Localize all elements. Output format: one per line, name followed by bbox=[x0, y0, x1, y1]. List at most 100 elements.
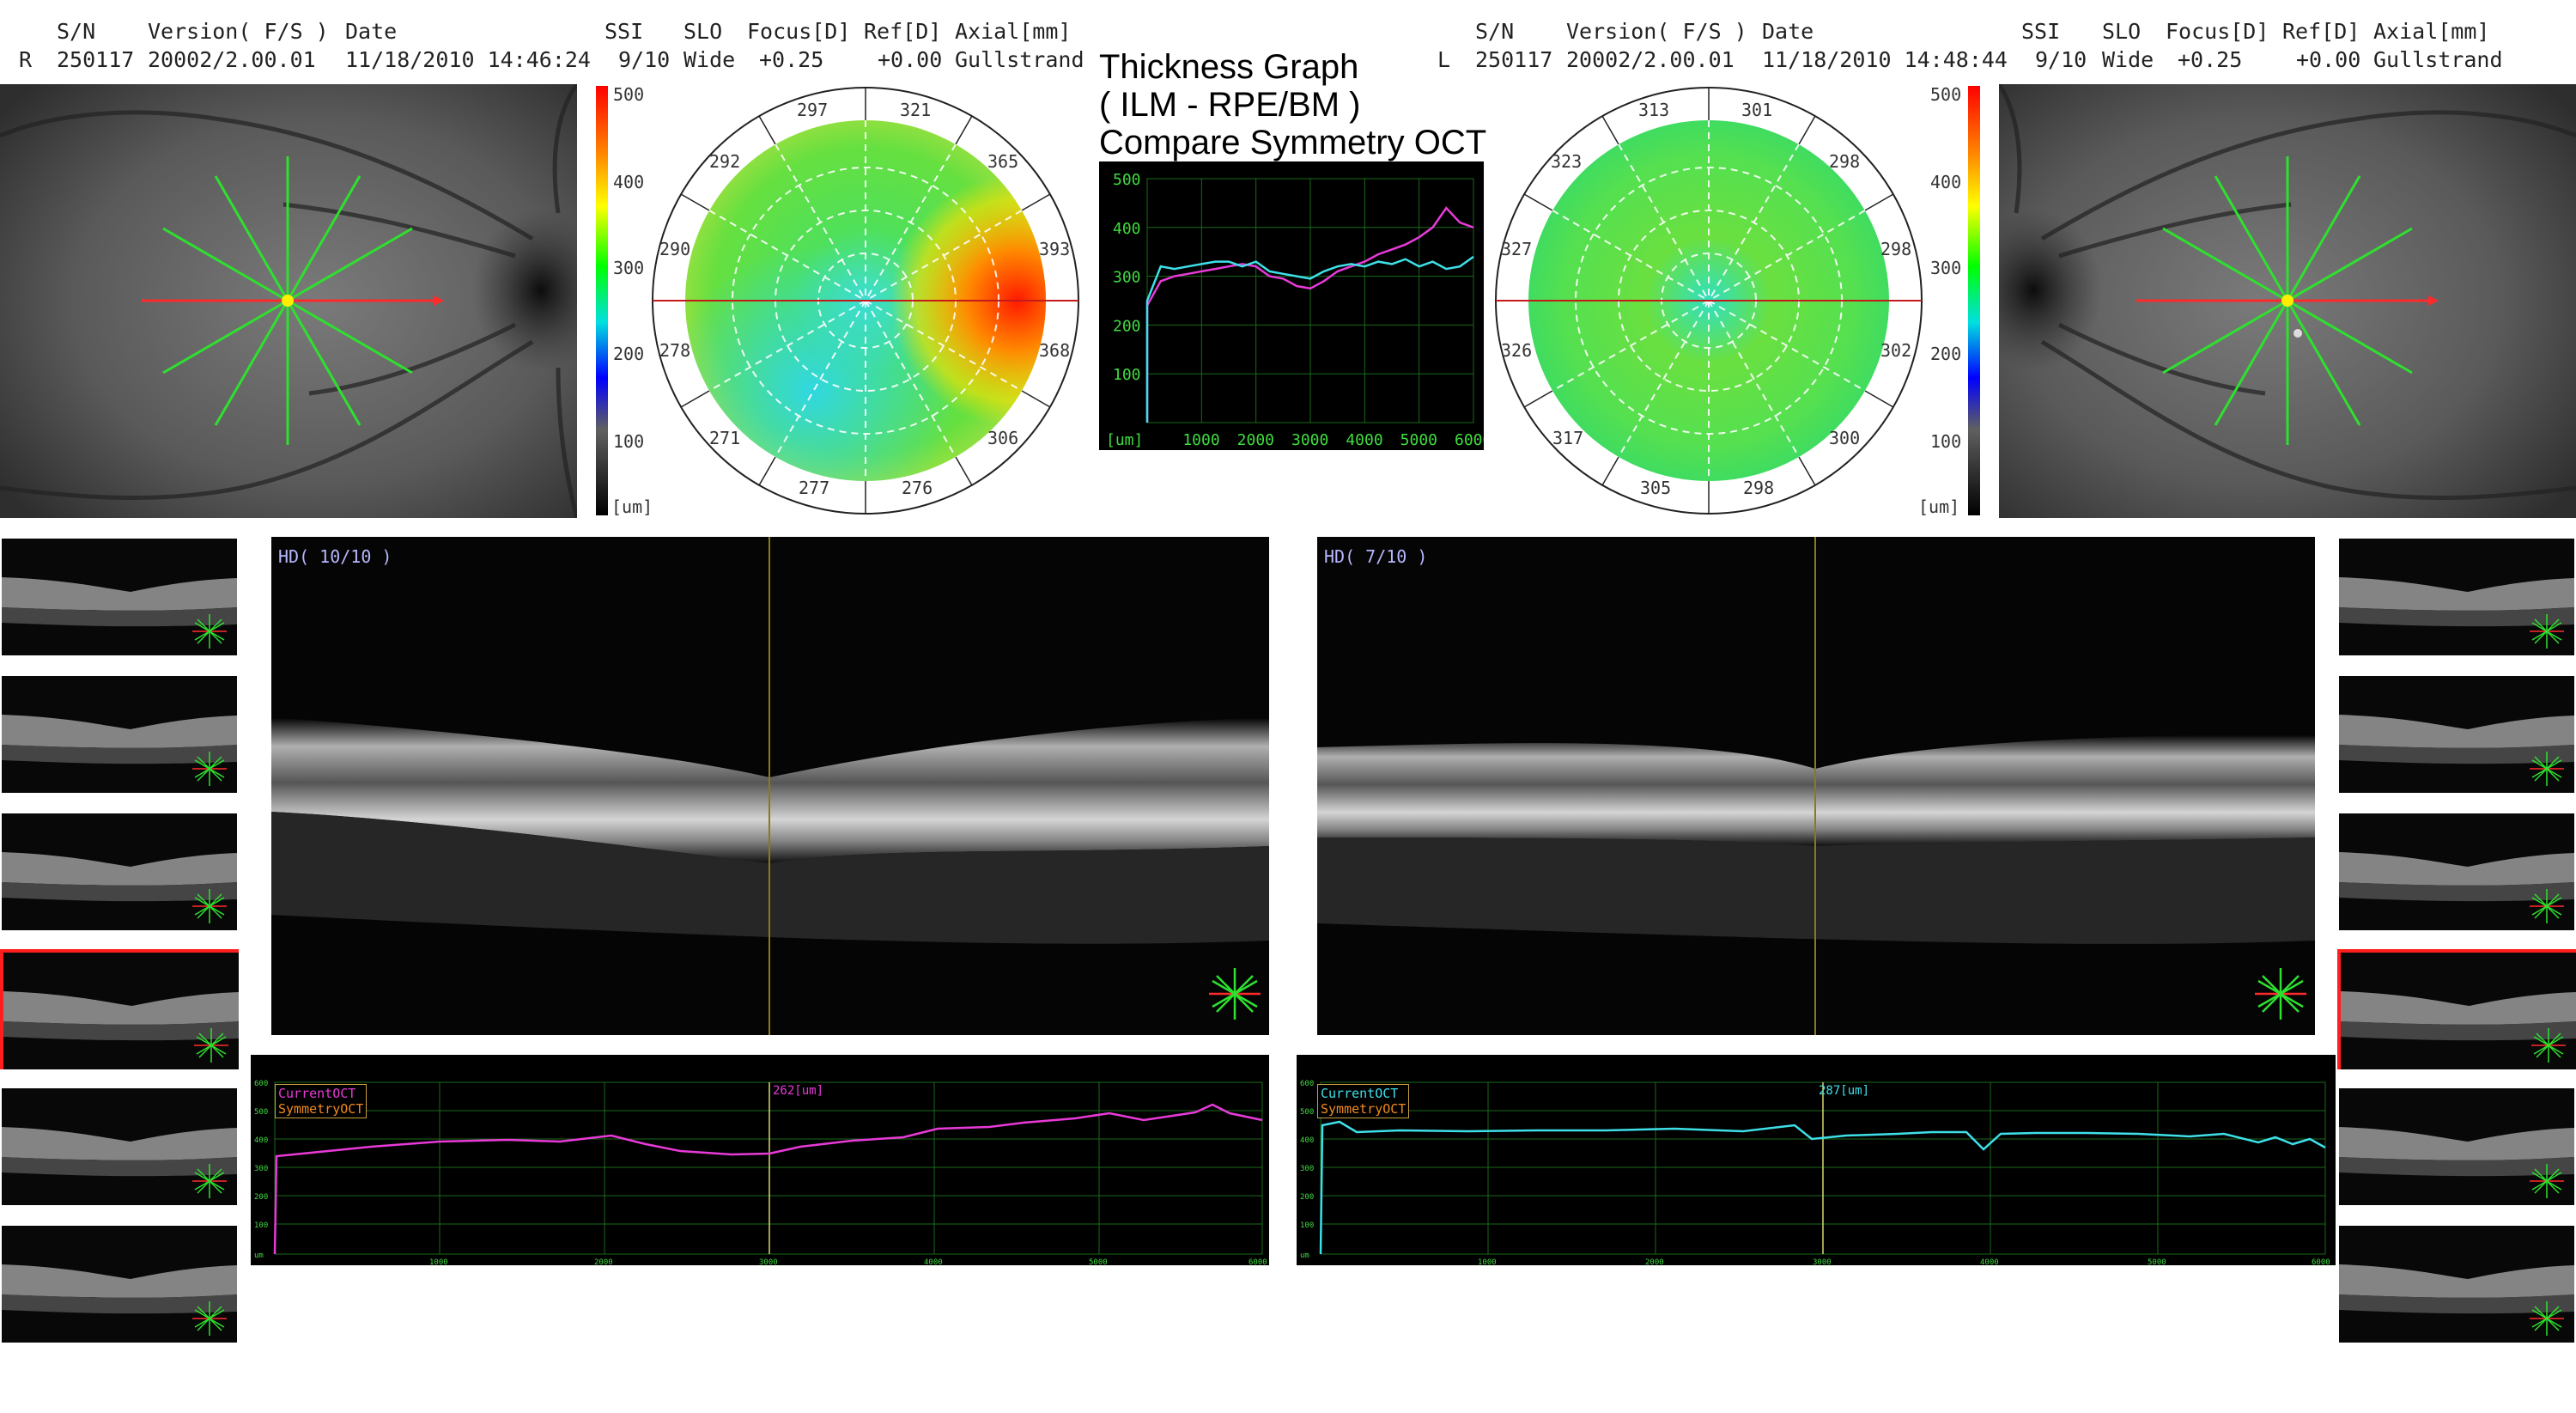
right-graph-unit: um bbox=[254, 1252, 264, 1260]
left-graph-ytick-500: 500 bbox=[1300, 1108, 1314, 1117]
right-colorbar-unit: [um] bbox=[611, 496, 653, 517]
left-legend-symmetry: SymmetryOCT bbox=[1321, 1101, 1406, 1117]
l-ref-label: Ref[D] bbox=[2282, 19, 2360, 44]
l-date-value: 11/18/2010 14:48:44 bbox=[1762, 47, 2008, 72]
left-polar-value-11: 327 bbox=[1501, 239, 1533, 259]
right-eye-scan-thumbnail[interactable] bbox=[0, 1224, 239, 1344]
left-legend-current: CurrentOCT bbox=[1321, 1086, 1399, 1101]
right-fundus-image[interactable] bbox=[0, 84, 577, 518]
right-graph-xtick-6000: 6000 bbox=[1249, 1258, 1267, 1265]
l-axial-label: Axial[mm] bbox=[2373, 19, 2490, 44]
center-series-line-1 bbox=[1145, 255, 1474, 423]
right-colorbar-tick-300: 300 bbox=[613, 258, 645, 278]
right-eye-scan-thumbnail[interactable] bbox=[0, 674, 239, 795]
r-date-label: Date bbox=[345, 19, 398, 44]
r-version-value: 20002/2.00.01 bbox=[148, 47, 316, 72]
left-polar-value-10: 326 bbox=[1501, 340, 1533, 361]
left-colorbar-tick-400: 400 bbox=[1930, 172, 1962, 192]
right-graph-ytick-400: 400 bbox=[254, 1136, 268, 1145]
left-colorbar-tick-200: 200 bbox=[1930, 344, 1962, 364]
r-version-label: Version( F/S ) bbox=[148, 19, 329, 44]
r-date-value: 11/18/2010 14:46:24 bbox=[345, 47, 591, 72]
center-ytick: 300 bbox=[1113, 269, 1141, 287]
right-eye-scan-thumbnail[interactable] bbox=[0, 812, 239, 932]
right-colorbar-tick-500: 500 bbox=[613, 84, 645, 105]
r-axial-value: Gullstrand bbox=[955, 47, 1084, 72]
left-bscan-image[interactable] bbox=[1317, 537, 2315, 1035]
right-thickness-graph[interactable]: 600 500 400 300 200 100 um 1000 2000 300… bbox=[251, 1055, 1269, 1265]
right-colorbar-tick-100: 100 bbox=[613, 431, 645, 452]
left-eye-scan-thumbnail[interactable] bbox=[2337, 812, 2576, 932]
left-graph-xtick-6000: 6000 bbox=[2312, 1258, 2330, 1265]
right-polar-value-1: 297 bbox=[797, 100, 829, 120]
right-thickness-polar-map[interactable] bbox=[651, 86, 1080, 515]
right-graph-xtick-4000: 4000 bbox=[924, 1258, 943, 1265]
right-graph-ytick-100: 100 bbox=[254, 1221, 268, 1230]
left-graph-ytick-400: 400 bbox=[1300, 1136, 1314, 1145]
l-sn-value: 250117 bbox=[1475, 47, 1553, 72]
center-ytick: 400 bbox=[1113, 220, 1141, 238]
right-eye-scan-thumbnail[interactable] bbox=[0, 1087, 239, 1207]
left-thickness-graph[interactable]: 600 500 400 300 200 100 um 1000 2000 300… bbox=[1297, 1055, 2336, 1265]
right-graph-ytick-300: 300 bbox=[254, 1165, 268, 1173]
right-bscan-image[interactable] bbox=[271, 537, 1269, 1035]
left-graph-xtick-1000: 1000 bbox=[1478, 1258, 1497, 1265]
left-eye-scan-thumbnail[interactable] bbox=[2337, 1224, 2576, 1344]
right-eye-scan-thumbnail[interactable] bbox=[0, 949, 239, 1069]
r-slo-value: Wide bbox=[683, 47, 736, 72]
l-date-label: Date bbox=[1762, 19, 1814, 44]
right-graph-ytick-600: 600 bbox=[254, 1080, 268, 1088]
center-x-unit: [um] bbox=[1106, 431, 1143, 449]
left-colorbar bbox=[1968, 86, 1980, 515]
l-focus-value: +0.25 bbox=[2178, 47, 2243, 72]
left-graph-xtick-4000: 4000 bbox=[1980, 1258, 1999, 1265]
left-graph-ytick-200: 200 bbox=[1300, 1193, 1314, 1202]
center-xtick: 6000 bbox=[1455, 431, 1484, 449]
right-polar-value-6: 306 bbox=[987, 428, 1019, 448]
left-colorbar-tick-300: 300 bbox=[1930, 258, 1962, 278]
center-series-line-0 bbox=[1145, 206, 1474, 423]
right-eye-scan-thumbnail[interactable] bbox=[0, 537, 239, 657]
left-polar-value-9: 317 bbox=[1552, 428, 1584, 448]
r-eye-indicator: R bbox=[19, 47, 33, 72]
left-bscan-label: HD( 7/10 ) bbox=[1324, 546, 1428, 567]
left-thickness-polar-map[interactable] bbox=[1494, 86, 1923, 515]
left-polar-value-3: 298 bbox=[1829, 151, 1861, 172]
left-eye-scan-thumbnail[interactable] bbox=[2337, 537, 2576, 657]
right-graph-ytick-500: 500 bbox=[254, 1108, 268, 1117]
right-graph-cursor-value: 262[um] bbox=[773, 1084, 824, 1098]
right-legend-current: CurrentOCT bbox=[278, 1086, 356, 1101]
left-eye-scan-thumbnail[interactable] bbox=[2337, 674, 2576, 795]
left-graph-legend: CurrentOCT SymmetryOCT bbox=[1317, 1084, 1410, 1118]
right-polar-value-3: 365 bbox=[987, 151, 1019, 172]
r-focus-value: +0.25 bbox=[759, 47, 824, 72]
l-axial-value: Gullstrand bbox=[2373, 47, 2503, 72]
left-polar-value-7: 298 bbox=[1743, 478, 1775, 498]
left-fundus-image[interactable] bbox=[1999, 84, 2576, 518]
l-ssi-label: SSI bbox=[2021, 19, 2061, 44]
right-graph-xtick-3000: 3000 bbox=[759, 1258, 778, 1265]
left-colorbar-tick-500: 500 bbox=[1930, 84, 1962, 105]
r-ssi-value: 9/10 bbox=[618, 47, 671, 72]
left-graph-xtick-3000: 3000 bbox=[1813, 1258, 1832, 1265]
left-eye-scan-thumbnail[interactable] bbox=[2337, 949, 2576, 1069]
l-slo-value: Wide bbox=[2102, 47, 2154, 72]
right-colorbar bbox=[596, 86, 608, 515]
left-colorbar-unit: [um] bbox=[1918, 496, 1960, 517]
right-bscan-label: HD( 10/10 ) bbox=[278, 546, 392, 567]
l-slo-label: SLO bbox=[2102, 19, 2142, 44]
r-axial-label: Axial[mm] bbox=[955, 19, 1072, 44]
left-polar-value-2: 301 bbox=[1741, 100, 1773, 120]
left-graph-ytick-600: 600 bbox=[1300, 1080, 1314, 1088]
l-version-value: 20002/2.00.01 bbox=[1566, 47, 1735, 72]
right-legend-symmetry: SymmetryOCT bbox=[278, 1101, 364, 1117]
r-focus-label: Focus[D] bbox=[747, 19, 851, 44]
left-eye-scan-thumbnail[interactable] bbox=[2337, 1087, 2576, 1207]
center-thickness-graph[interactable]: 500 400 300 200 100 [um] 1000 2000 3000 4000 5000… bbox=[1099, 161, 1484, 450]
right-polar-value-9: 271 bbox=[709, 428, 741, 448]
right-colorbar-tick-400: 400 bbox=[613, 172, 645, 192]
left-graph-ytick-300: 300 bbox=[1300, 1165, 1314, 1173]
center-ytick: 100 bbox=[1113, 366, 1141, 384]
right-polar-value-8: 277 bbox=[799, 478, 830, 498]
left-polar-value-8: 305 bbox=[1640, 478, 1672, 498]
